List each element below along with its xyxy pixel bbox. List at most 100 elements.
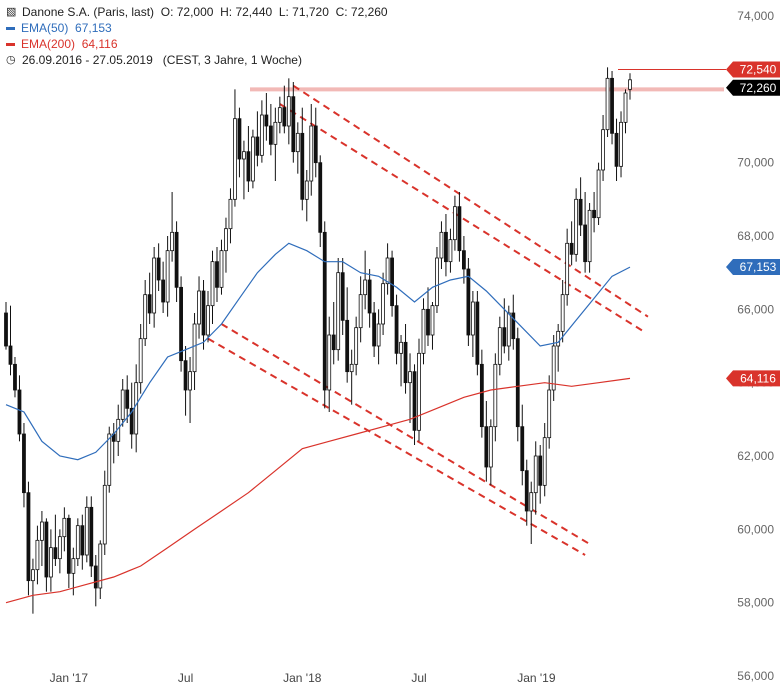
ema200-swatch [6, 42, 15, 46]
candle-body [340, 272, 345, 321]
candle-body [134, 382, 139, 435]
candle [313, 107, 318, 178]
candle-body [520, 426, 525, 472]
candle-body [233, 118, 237, 200]
candle [206, 291, 210, 343]
candle [417, 338, 421, 442]
candle-body [224, 228, 228, 252]
candle-body [390, 257, 394, 307]
candle-body [529, 492, 534, 512]
candle-body [98, 543, 103, 589]
candle [394, 294, 399, 365]
candle [111, 423, 116, 464]
candle [560, 280, 565, 343]
candle-body [381, 283, 385, 325]
candle-body [502, 327, 507, 347]
price-tag-label: 72,260 [740, 81, 777, 95]
candle [107, 426, 112, 493]
candle [524, 459, 529, 526]
trendline-0 [292, 84, 649, 318]
candle-body [336, 272, 341, 351]
candle [134, 364, 139, 453]
candle-body [596, 169, 601, 219]
candle-body [506, 312, 511, 347]
candle-body [44, 521, 49, 578]
candle-body [318, 162, 323, 233]
candle [502, 298, 507, 354]
price-tag-label: 67,153 [740, 260, 777, 274]
candle [336, 258, 341, 361]
candle-body [461, 250, 466, 270]
candle [327, 316, 332, 412]
x-tick-label: Jul [178, 671, 193, 685]
candle [31, 558, 35, 614]
candle-body [605, 77, 610, 131]
candle-body [363, 279, 368, 296]
candle-body [417, 352, 421, 431]
candle [237, 107, 242, 178]
legend-range-info: (CEST, 3 Jahre, 1 Woche) [162, 53, 302, 67]
candle [66, 514, 71, 588]
candle [408, 353, 412, 423]
candle [13, 357, 17, 398]
candle-body [327, 334, 332, 391]
candle-body [372, 312, 377, 347]
candle [542, 423, 547, 497]
candle [156, 243, 161, 291]
legend-range: 26.09.2016 - 27.05.2019 [22, 53, 153, 67]
candle [349, 349, 354, 405]
candle-body [560, 294, 565, 332]
candle [619, 111, 623, 178]
legend-instrument: Danone S.A. (Paris, last) [22, 5, 155, 19]
candle [291, 82, 296, 163]
candle-body [120, 389, 125, 420]
candle [53, 514, 58, 566]
candle-body [408, 371, 412, 384]
candle-body [349, 363, 354, 373]
candle [376, 309, 381, 365]
candle-body [179, 286, 183, 362]
candle-body [376, 323, 381, 347]
price-tag: 67,153 [726, 259, 780, 276]
candle [152, 247, 157, 328]
candle [80, 514, 85, 570]
candle-body [367, 279, 372, 314]
candle-body [358, 294, 363, 329]
candle [479, 349, 484, 438]
candle-body [48, 547, 53, 578]
candle [233, 89, 237, 207]
candle [143, 280, 148, 346]
candle-body [147, 294, 152, 314]
candle-body [533, 455, 538, 494]
ema200-line [5, 377, 631, 604]
candle [268, 104, 273, 156]
candle-body [435, 257, 439, 307]
candle [367, 269, 372, 328]
candle-body [295, 132, 300, 153]
candle-body [291, 96, 296, 153]
candle-body [614, 132, 619, 167]
legend-high: H: 72,440 [220, 5, 273, 19]
candle-body [31, 569, 35, 582]
candle [610, 71, 614, 145]
candle-body [430, 305, 435, 336]
price-tag: 72,540 [726, 61, 780, 78]
candle-body [470, 301, 475, 336]
candle-body [251, 136, 255, 182]
candle-body [484, 426, 489, 468]
candle [219, 239, 224, 295]
candle [601, 115, 605, 181]
candle-body [53, 547, 58, 560]
candle-body [304, 180, 309, 200]
candle-body [125, 389, 130, 409]
candle [385, 243, 390, 295]
candle-body [399, 341, 403, 354]
y-tick-label: 56,000 [737, 669, 774, 683]
candle [138, 324, 143, 394]
candle [444, 214, 448, 277]
price-tag-shape [726, 61, 780, 78]
candle-body [331, 334, 336, 351]
candle [461, 236, 466, 284]
candle-body [80, 525, 85, 556]
candle [551, 335, 556, 401]
